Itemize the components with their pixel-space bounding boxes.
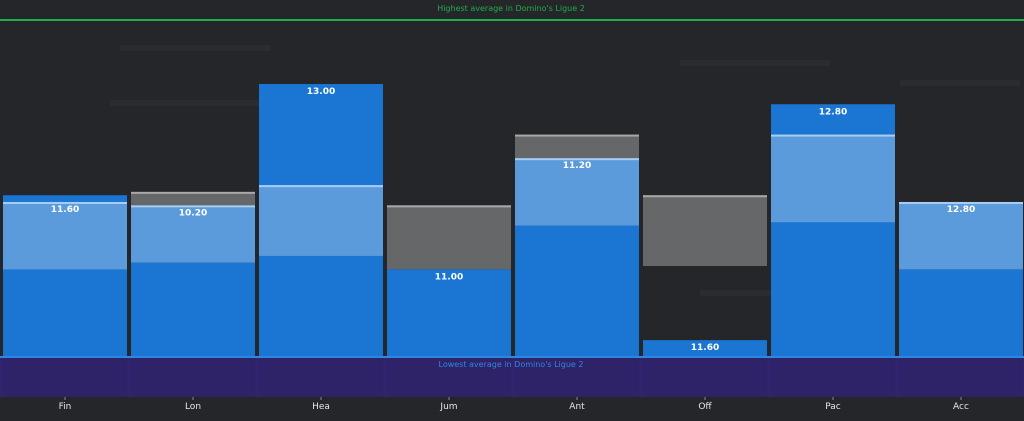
- bar-segment-compare: [131, 205, 255, 263]
- bar-value-label: 10.20: [179, 208, 207, 218]
- category-label: Hea: [312, 402, 330, 412]
- bar-value-label: 11.60: [691, 343, 719, 353]
- highest-average-label: Highest average in Domino's Ligue 2: [437, 4, 585, 13]
- bar-segment-edge: [387, 205, 511, 208]
- lowest-average-label: Lowest average in Domino's Ligue 2: [439, 360, 584, 369]
- bar-fin: 11.60: [3, 195, 127, 397]
- bar-value-label: 11.60: [51, 205, 79, 215]
- bar-value-label: 12.80: [819, 107, 847, 117]
- bar-segment-edge: [643, 195, 767, 198]
- bar-hea: 13.00: [259, 84, 383, 397]
- category-label: Acc: [953, 402, 969, 412]
- bar-value-label: 11.00: [435, 272, 463, 282]
- bar-segment-compare: [515, 158, 639, 226]
- bar-segment-average: [131, 191, 255, 206]
- bar-band-off: [643, 357, 767, 397]
- category-label: Jum: [439, 402, 457, 412]
- bar-band-fin: [3, 357, 127, 397]
- bar-band-pac: [771, 357, 895, 397]
- bar-segment-average: [387, 205, 511, 270]
- bar-segment-player: [515, 225, 639, 357]
- category-axis: Fin Lon Hea Jum Ant Off Pac Acc: [59, 397, 969, 412]
- bar-segment-compare: [899, 201, 1023, 270]
- bar-band-acc: [899, 357, 1023, 397]
- bar-segment-player: [643, 340, 767, 357]
- bar-segment-compare: [3, 201, 127, 270]
- bar-segment-edge: [771, 134, 895, 137]
- bar-segment-edge: [899, 201, 1023, 204]
- bar-segment-average: [643, 195, 767, 267]
- bar-off: 11.60: [643, 195, 767, 397]
- bar-jum: 11.00: [387, 205, 511, 397]
- category-label: Fin: [59, 402, 72, 412]
- bar-segment-edge: [515, 158, 639, 161]
- bar-segment-edge: [131, 205, 255, 208]
- bar-value-label: 13.00: [307, 87, 335, 97]
- bar-segment-compare: [259, 185, 383, 256]
- bar-value-label: 11.20: [563, 161, 591, 171]
- category-label: Off: [698, 402, 712, 412]
- bar-band-hea: [259, 357, 383, 397]
- bar-acc: 12.80: [899, 201, 1023, 397]
- bar-segment-edge: [259, 185, 383, 188]
- background-stripes: [110, 45, 1020, 296]
- bar-band-ant: [515, 357, 639, 397]
- bar-segment-edge: [3, 201, 127, 204]
- bar-segment-player: [387, 269, 511, 357]
- bar-segment-compare: [771, 134, 895, 223]
- bar-value-label: 12.80: [947, 205, 975, 215]
- bar-band-lon: [131, 357, 255, 397]
- bar-ant: 11.20: [515, 134, 639, 397]
- bar-segment-player: [131, 262, 255, 357]
- bar-lon: 10.20: [131, 191, 255, 397]
- bar-segment-edge: [515, 134, 639, 137]
- bar-segment-player: [899, 269, 1023, 357]
- bar-band-jum: [387, 357, 511, 397]
- bar-pac: 12.80: [771, 104, 895, 397]
- bar-segment-average: [515, 134, 639, 159]
- category-label: Pac: [825, 402, 841, 412]
- bar-segment-edge: [131, 191, 255, 194]
- category-label: Ant: [569, 402, 585, 412]
- bars: 11.60 10.20 13.00 11.00 11.20 11.60 12.80 12.80: [3, 84, 1023, 397]
- category-label: Lon: [185, 402, 201, 412]
